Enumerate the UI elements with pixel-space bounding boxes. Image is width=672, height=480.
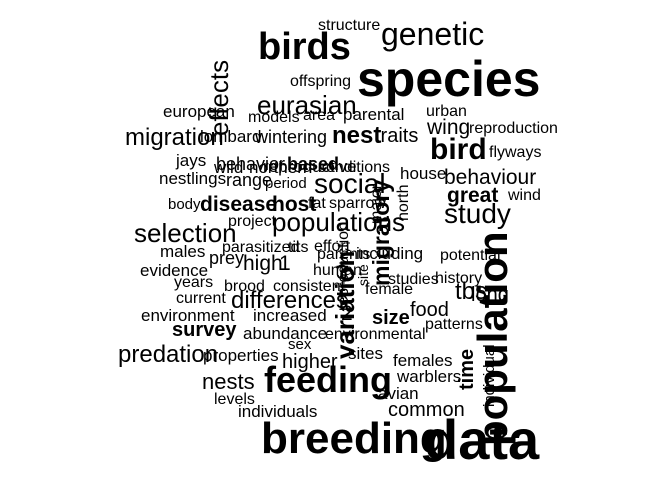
cloud-word: potential <box>440 247 501 264</box>
cloud-word: females <box>393 351 453 370</box>
cloud-word: wintering <box>255 127 328 147</box>
cloud-word: body <box>168 196 201 213</box>
cloud-word: study <box>444 198 511 229</box>
cloud-word: social <box>314 168 386 199</box>
cloud-word: house <box>400 164 447 183</box>
cloud-word: abundance <box>243 324 328 343</box>
cloud-word: history <box>435 270 483 287</box>
cloud-word: female <box>365 281 414 298</box>
cloud-word: individual <box>481 344 498 407</box>
cloud-word: conditions <box>318 159 391 176</box>
cloud-word: tits <box>288 239 309 256</box>
cloud-word: sex <box>288 336 312 353</box>
cloud-word: selection <box>134 218 237 248</box>
cloud-word: individuals <box>238 402 318 421</box>
cloud-word: 1 <box>279 252 291 275</box>
cloud-word: environmental <box>325 326 426 343</box>
cloud-word: behaviour <box>444 166 537 189</box>
cloud-word: sites <box>348 344 383 363</box>
cloud-word: populations <box>272 207 405 237</box>
cloud-word: jays <box>176 151 207 170</box>
cloud-word: properties <box>203 346 279 365</box>
cloud-word: years <box>174 274 214 291</box>
cloud-word: urban <box>426 103 467 120</box>
cloud-word: genetic <box>381 16 485 52</box>
cloud-word: nest <box>332 122 382 149</box>
cloud-word: lombard <box>200 127 262 146</box>
cloud-word: wild <box>214 158 244 177</box>
cloud-word: warblers <box>397 367 462 386</box>
cloud-word: migration <box>125 124 224 151</box>
cloud-word: flyways <box>489 144 542 161</box>
cloud-word: wind <box>508 187 541 204</box>
cloud-word: evidence <box>140 261 209 280</box>
cloud-word: parasitized <box>222 239 300 256</box>
cloud-word: wing <box>427 116 471 139</box>
cloud-word: feeding <box>264 359 393 400</box>
cloud-word: predation <box>118 341 219 368</box>
cloud-word: host <box>272 193 317 216</box>
cloud-word: species <box>357 51 541 107</box>
cloud-word: food <box>410 299 449 321</box>
cloud-word: survey <box>172 319 237 341</box>
cloud-word: common <box>388 399 465 421</box>
cloud-word: parents <box>317 246 371 263</box>
cloud-word: brood <box>224 278 265 295</box>
cloud-word: environment <box>141 306 235 325</box>
cloud-word: disease <box>200 193 278 216</box>
cloud-word: avian <box>378 384 419 403</box>
cloud-word: nestlings <box>159 169 227 188</box>
cloud-word: birds <box>258 26 351 68</box>
cloud-word: high <box>243 252 283 275</box>
cloud-word: north <box>395 184 412 221</box>
cloud-word: prey <box>209 248 245 268</box>
cloud-word: northern <box>249 158 313 177</box>
cloud-word: including <box>356 244 424 263</box>
cloud-word: range <box>226 170 273 190</box>
cloud-word: models <box>248 109 300 126</box>
cloud-word: offspring <box>290 73 352 90</box>
cloud-word: increased <box>253 306 327 325</box>
cloud-word: nests <box>202 369 255 394</box>
cloud-word: bird <box>430 133 487 166</box>
cloud-word: great <box>447 184 499 207</box>
cloud-word: area <box>303 107 336 124</box>
cloud-word: consistent <box>273 278 346 295</box>
cloud-word: higher <box>282 351 338 373</box>
cloud-word: parental <box>343 105 405 124</box>
cloud-word: structure <box>318 17 381 34</box>
cloud-word: size <box>372 307 410 329</box>
cloud-word: traits <box>375 125 419 147</box>
cloud-word: males <box>160 242 206 261</box>
cloud-word: eurasian <box>257 90 357 120</box>
cloud-word: long <box>471 284 509 306</box>
cloud-word: effort <box>314 238 351 255</box>
cloud-word: based <box>287 154 340 174</box>
cloud-word: reproduction <box>469 120 558 137</box>
cloud-word: fat <box>308 195 326 212</box>
cloud-word: reproductive <box>263 157 357 176</box>
cloud-word: current <box>176 290 226 307</box>
cloud-word: data <box>424 408 540 471</box>
cloud-word: human <box>313 262 362 279</box>
cloud-word: patterns <box>425 316 483 333</box>
cloud-word: reproduction <box>335 222 352 311</box>
cloud-word: breeding <box>261 414 447 463</box>
cloud-word: studies <box>388 271 439 288</box>
cloud-word: tbs <box>455 278 488 305</box>
cloud-word: levels <box>214 391 255 408</box>
cloud-word: sparrow <box>329 195 386 212</box>
cloud-word: project <box>228 213 277 230</box>
cloud-word: european <box>163 102 235 121</box>
cloud-word: period <box>265 175 307 192</box>
cloud-word: 3 <box>336 261 348 284</box>
cloud-word: behavior <box>216 154 286 174</box>
cloud-word: 2 <box>341 302 353 325</box>
cloud-word: differences <box>231 287 348 314</box>
